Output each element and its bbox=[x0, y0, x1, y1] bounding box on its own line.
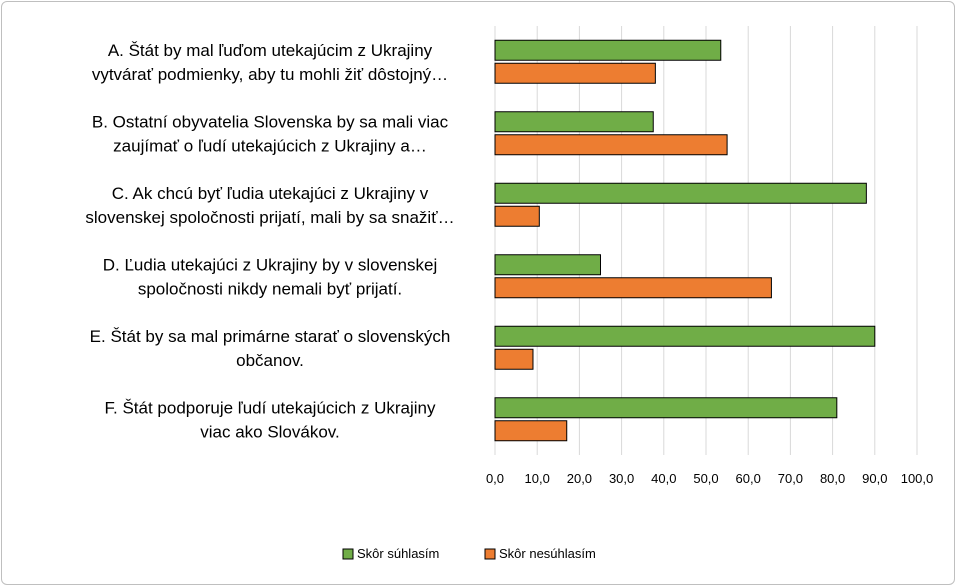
x-tick-label: 0,0 bbox=[486, 471, 504, 486]
category-label-3-line-1: spoločnosti nikdy nemali byť prijatí. bbox=[138, 279, 402, 298]
category-label-5-line-1: viac ako Slovákov. bbox=[200, 422, 340, 441]
bar-agree-5 bbox=[494, 397, 838, 419]
category-label-0-line-0: A. Štát by mal ľuďom utekajúcim z Ukraji… bbox=[108, 41, 433, 60]
legend-label-agree: Skôr súhlasím bbox=[357, 546, 439, 561]
legend-swatch-disagree bbox=[484, 548, 496, 560]
bar-agree-3 bbox=[494, 254, 601, 276]
x-tick-label: 20,0 bbox=[567, 471, 592, 486]
x-tick-label: 70,0 bbox=[778, 471, 803, 486]
x-tick-label: 90,0 bbox=[862, 471, 887, 486]
x-tick-label: 80,0 bbox=[820, 471, 845, 486]
bar-agree-1 bbox=[494, 111, 654, 133]
category-label-2-line-1: slovenskej spoločnosti prijatí, mali by … bbox=[85, 208, 454, 227]
bar-disagree-0 bbox=[494, 62, 656, 84]
gridlines bbox=[494, 26, 918, 455]
category-label-1-line-0: B. Ostatní obyvatelia Slovenska by sa ma… bbox=[92, 112, 449, 131]
category-label-0-line-1: vytvárať podmienky, aby tu mohli žiť dôs… bbox=[92, 65, 448, 84]
category-label-5-line-0: F. Štát podporuje ľudí utekajúcich z Ukr… bbox=[105, 398, 436, 417]
x-tick-label: 60,0 bbox=[736, 471, 761, 486]
bar-disagree-2 bbox=[494, 205, 540, 227]
bar-disagree-3 bbox=[494, 277, 772, 299]
x-tick-label: 50,0 bbox=[693, 471, 718, 486]
category-label-4-line-0: E. Štát by sa mal primárne starať o slov… bbox=[90, 327, 451, 346]
bar-agree-4 bbox=[494, 325, 876, 347]
bar-agree-2 bbox=[494, 182, 867, 204]
x-tick-labels: 0,0 10,0 20,0 30,0 40,0 50,0 60,0 70,0 80,0 90,0 1… bbox=[486, 471, 933, 486]
legend: Skôr súhlasím Skôr nesúhlasím bbox=[342, 546, 596, 561]
x-tick-label: 100,0 bbox=[901, 471, 934, 486]
category-label-4-line-1: občanov. bbox=[236, 351, 304, 370]
bar-agree-0 bbox=[494, 39, 722, 61]
category-label-1-line-1: zaujímať o ľudí utekajúcich z Ukrajiny a… bbox=[113, 136, 427, 155]
legend-swatch-agree bbox=[342, 548, 354, 560]
x-tick-label: 40,0 bbox=[651, 471, 676, 486]
bar-disagree-5 bbox=[494, 420, 568, 442]
category-labels: A. Štát by mal ľuďom utekajúcim z Ukraji… bbox=[85, 41, 454, 442]
category-label-3-line-0: D. Ľudia utekajúci z Ukrajiny by v slove… bbox=[103, 255, 437, 274]
bar-disagree-4 bbox=[494, 348, 534, 370]
bar-disagree-1 bbox=[494, 134, 728, 156]
bars bbox=[494, 39, 876, 442]
category-label-2-line-0: C. Ak chcú byť ľudia utekajúci z Ukrajin… bbox=[112, 184, 429, 203]
x-tick-label: 10,0 bbox=[525, 471, 550, 486]
x-tick-label: 30,0 bbox=[609, 471, 634, 486]
legend-label-disagree: Skôr nesúhlasím bbox=[499, 546, 596, 561]
